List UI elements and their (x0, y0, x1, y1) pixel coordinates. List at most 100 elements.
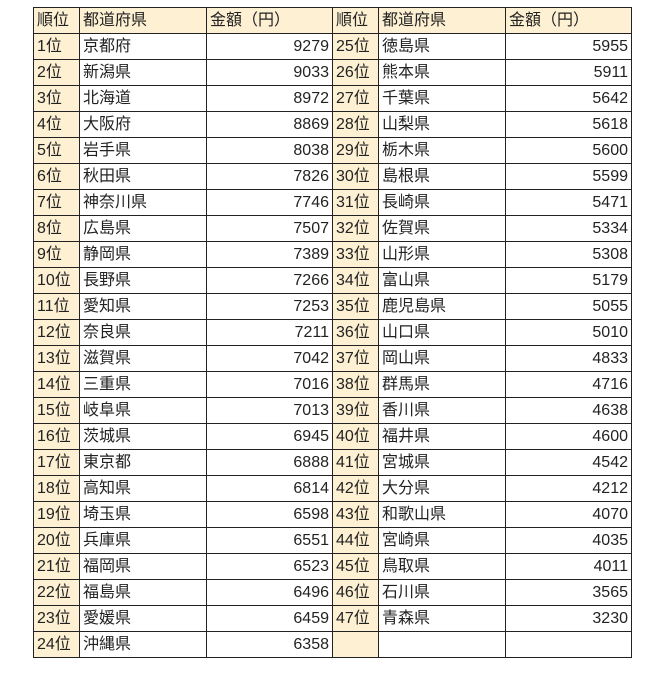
prefecture-cell: 岡山県 (378, 345, 506, 372)
table-row: 20位 兵庫県 6551 44位 宮崎県 4035 (33, 527, 632, 554)
header-prefecture: 都道府県 (378, 7, 506, 34)
prefecture-cell: 佐賀県 (378, 215, 506, 242)
amount-cell: 3230 (505, 605, 632, 632)
rank-cell: 47位 (332, 605, 379, 632)
table-row: 4位 大阪府 8869 28位 山梨県 5618 (33, 111, 632, 138)
rank-cell: 25位 (332, 33, 379, 60)
amount-cell: 6945 (206, 423, 333, 450)
prefecture-cell: 茨城県 (79, 423, 207, 450)
amount-cell: 7389 (206, 241, 333, 268)
rank-cell: 9位 (33, 241, 80, 268)
ranking-table: 順位 都道府県 金額（円） 順位 都道府県 金額（円） 1位 京都府 9279 25位… (33, 7, 632, 658)
prefecture-cell: 東京都 (79, 449, 207, 476)
prefecture-cell: 長野県 (79, 267, 207, 294)
table-row: 8位 広島県 7507 32位 佐賀県 5334 (33, 215, 632, 242)
rank-cell (332, 631, 379, 658)
header-row: 順位 都道府県 金額（円） 順位 都道府県 金額（円） (33, 7, 632, 34)
table-row: 16位 茨城県 6945 40位 福井県 4600 (33, 423, 632, 450)
rank-cell: 8位 (33, 215, 80, 242)
prefecture-cell: 北海道 (79, 85, 207, 112)
rank-cell: 7位 (33, 189, 80, 216)
table-row: 13位 滋賀県 7042 37位 岡山県 4833 (33, 345, 632, 372)
prefecture-cell: 長崎県 (378, 189, 506, 216)
table-row: 6位 秋田県 7826 30位 島根県 5599 (33, 163, 632, 190)
table-row: 24位 沖縄県 6358 (33, 631, 632, 658)
table-row: 19位 埼玉県 6598 43位 和歌山県 4070 (33, 501, 632, 528)
rank-cell: 31位 (332, 189, 379, 216)
prefecture-cell: 鳥取県 (378, 553, 506, 580)
rank-cell: 11位 (33, 293, 80, 320)
amount-cell: 8972 (206, 85, 333, 112)
rank-cell: 36位 (332, 319, 379, 346)
amount-cell: 4716 (505, 371, 632, 398)
amount-cell: 7042 (206, 345, 333, 372)
prefecture-cell: 徳島県 (378, 33, 506, 60)
rank-cell: 39位 (332, 397, 379, 424)
rank-cell: 6位 (33, 163, 80, 190)
prefecture-cell: 兵庫県 (79, 527, 207, 554)
amount-cell: 6814 (206, 475, 333, 502)
amount-cell: 5955 (505, 33, 632, 60)
table-row: 22位 福島県 6496 46位 石川県 3565 (33, 579, 632, 606)
amount-cell: 7013 (206, 397, 333, 424)
prefecture-cell: 鹿児島県 (378, 293, 506, 320)
prefecture-cell: 新潟県 (79, 59, 207, 86)
rank-cell: 41位 (332, 449, 379, 476)
prefecture-cell: 沖縄県 (79, 631, 207, 658)
rank-cell: 16位 (33, 423, 80, 450)
rank-cell: 44位 (332, 527, 379, 554)
amount-cell: 4035 (505, 527, 632, 554)
table-row: 12位 奈良県 7211 36位 山口県 5010 (33, 319, 632, 346)
amount-cell: 4833 (505, 345, 632, 372)
rank-cell: 32位 (332, 215, 379, 242)
prefecture-cell: 千葉県 (378, 85, 506, 112)
rank-cell: 19位 (33, 501, 80, 528)
rank-cell: 2位 (33, 59, 80, 86)
rank-cell: 17位 (33, 449, 80, 476)
amount-cell: 7211 (206, 319, 333, 346)
rank-cell: 12位 (33, 319, 80, 346)
prefecture-cell: 宮崎県 (378, 527, 506, 554)
rank-cell: 40位 (332, 423, 379, 450)
prefecture-cell: 奈良県 (79, 319, 207, 346)
header-rank: 順位 (33, 7, 80, 34)
rank-cell: 10位 (33, 267, 80, 294)
rank-cell: 33位 (332, 241, 379, 268)
table-row: 17位 東京都 6888 41位 宮城県 4542 (33, 449, 632, 476)
prefecture-cell: 三重県 (79, 371, 207, 398)
amount-cell: 5599 (505, 163, 632, 190)
rank-cell: 34位 (332, 267, 379, 294)
amount-cell: 4070 (505, 501, 632, 528)
rank-cell: 46位 (332, 579, 379, 606)
table-row: 1位 京都府 9279 25位 徳島県 5955 (33, 33, 632, 60)
amount-cell: 7016 (206, 371, 333, 398)
prefecture-cell: 秋田県 (79, 163, 207, 190)
prefecture-cell: 滋賀県 (79, 345, 207, 372)
amount-cell: 5911 (505, 59, 632, 86)
rank-cell: 42位 (332, 475, 379, 502)
amount-cell: 5010 (505, 319, 632, 346)
rank-cell: 27位 (332, 85, 379, 112)
amount-cell: 7253 (206, 293, 333, 320)
rank-cell: 37位 (332, 345, 379, 372)
prefecture-cell: 山口県 (378, 319, 506, 346)
rank-cell: 15位 (33, 397, 80, 424)
rank-cell: 24位 (33, 631, 80, 658)
prefecture-cell: 島根県 (378, 163, 506, 190)
prefecture-cell: 大阪府 (79, 111, 207, 138)
amount-cell: 7266 (206, 267, 333, 294)
amount-cell: 4011 (505, 553, 632, 580)
prefecture-cell (378, 631, 506, 658)
amount-cell: 5618 (505, 111, 632, 138)
amount-cell: 6888 (206, 449, 333, 476)
rank-cell: 20位 (33, 527, 80, 554)
prefecture-cell: 熊本県 (378, 59, 506, 86)
header-prefecture: 都道府県 (79, 7, 207, 34)
rank-cell: 14位 (33, 371, 80, 398)
amount-cell: 5334 (505, 215, 632, 242)
prefecture-cell: 愛媛県 (79, 605, 207, 632)
table-row: 21位 福岡県 6523 45位 鳥取県 4011 (33, 553, 632, 580)
amount-cell: 7507 (206, 215, 333, 242)
rank-cell: 4位 (33, 111, 80, 138)
amount-cell: 6598 (206, 501, 333, 528)
